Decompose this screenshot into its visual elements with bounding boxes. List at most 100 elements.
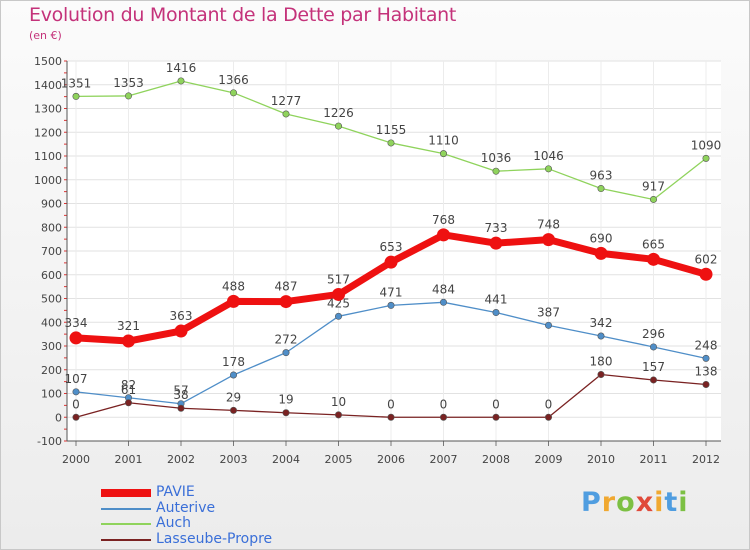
- data-label-lasseube-propre: 61: [121, 383, 136, 397]
- data-label-lasseube-propre: 0: [545, 397, 553, 411]
- data-label-lasseube-propre: 10: [331, 395, 346, 409]
- data-label-auterive: 387: [537, 305, 560, 319]
- y-tick-label: 900: [41, 198, 62, 211]
- y-tick-label: 0: [55, 411, 62, 424]
- legend-label: Auch: [156, 515, 192, 531]
- data-point-auterive: [492, 309, 500, 317]
- data-label-lasseube-propre: 29: [226, 390, 241, 404]
- legend-swatch: [101, 507, 151, 510]
- legend-label: Lasseube-Propre: [156, 530, 273, 547]
- x-tick-label: 2004: [272, 453, 300, 466]
- data-label-auch: 1226: [323, 106, 354, 120]
- data-label-auterive: 425: [327, 296, 350, 310]
- data-point-lasseube-propre: [334, 411, 342, 419]
- data-label-auterive: 107: [65, 372, 88, 386]
- data-point-auterive: [282, 349, 290, 357]
- data-point-auch: [597, 185, 605, 193]
- data-point-auch: [702, 154, 710, 162]
- data-point-pavie: [227, 294, 240, 308]
- data-point-auch: [72, 92, 80, 100]
- y-tick-label: 500: [41, 293, 62, 306]
- data-point-pavie: [122, 334, 135, 348]
- data-point-pavie: [699, 267, 713, 281]
- legend-swatch: [101, 489, 151, 497]
- data-label-pavie: 653: [380, 240, 403, 254]
- data-point-pavie: [542, 233, 555, 247]
- data-label-pavie: 748: [537, 218, 560, 232]
- x-tick-label: 2000: [62, 453, 90, 466]
- data-point-lasseube-propre: [439, 413, 447, 421]
- data-label-auterive: 296: [642, 327, 665, 341]
- legend-swatch: [101, 523, 151, 525]
- x-tick-label: 2005: [325, 453, 353, 466]
- data-label-pavie: 487: [275, 280, 298, 294]
- y-tick-label: 1400: [34, 79, 62, 92]
- x-tick-label: 2012: [692, 453, 720, 466]
- data-label-auch: 1155: [376, 123, 407, 137]
- data-point-pavie: [174, 324, 188, 338]
- x-tick-label: 2003: [220, 453, 248, 466]
- data-point-pavie: [437, 228, 450, 242]
- data-label-lasseube-propre: 0: [387, 397, 395, 411]
- data-point-auch: [282, 110, 290, 118]
- data-label-auterive: 342: [590, 316, 613, 330]
- data-point-auch: [125, 92, 133, 100]
- y-tick-label: 1200: [34, 126, 62, 139]
- data-label-auterive: 82: [121, 378, 136, 392]
- data-point-auterive: [387, 301, 395, 309]
- data-point-lasseube-propre: [387, 413, 395, 421]
- data-point-auterive: [334, 312, 342, 320]
- data-label-auch: 917: [642, 179, 665, 193]
- data-label-auch: 1277: [271, 94, 302, 108]
- data-point-pavie: [279, 295, 293, 309]
- logo-letter: x: [635, 487, 655, 518]
- data-point-pavie: [384, 255, 398, 269]
- logo-letter: P: [581, 487, 602, 518]
- data-label-auterive: 248: [695, 338, 718, 352]
- data-label-pavie: 334: [65, 316, 88, 330]
- proxiti-logo: Proxiti: [581, 487, 689, 518]
- data-label-auch: 1110: [428, 134, 459, 148]
- data-point-auch: [649, 195, 657, 203]
- data-label-auch: 1090: [691, 138, 722, 152]
- data-label-pavie: 321: [117, 319, 140, 333]
- data-label-auch: 1366: [218, 73, 249, 87]
- y-tick-label: -100: [37, 435, 62, 448]
- chart-title: Evolution du Montant de la Dette par Hab…: [29, 4, 457, 26]
- data-label-pavie: 602: [695, 252, 718, 266]
- data-label-lasseube-propre: 0: [72, 397, 80, 411]
- data-label-lasseube-propre: 138: [695, 364, 718, 378]
- y-tick-label: 1100: [34, 150, 62, 163]
- y-tick-label: 300: [41, 340, 62, 353]
- data-point-lasseube-propre: [597, 370, 605, 378]
- data-label-pavie: 690: [590, 231, 613, 245]
- data-point-lasseube-propre: [492, 413, 500, 421]
- data-label-pavie: 768: [432, 213, 455, 227]
- data-label-auch: 1046: [533, 149, 564, 163]
- x-tick-label: 2006: [377, 453, 405, 466]
- data-point-lasseube-propre: [544, 413, 552, 421]
- data-point-auterive: [544, 321, 552, 329]
- y-tick-label: 200: [41, 364, 62, 377]
- data-label-auterive: 57: [173, 384, 188, 398]
- logo-letter: o: [616, 487, 636, 518]
- logo-letter: t: [664, 487, 679, 518]
- data-point-lasseube-propre: [72, 413, 80, 421]
- data-point-lasseube-propre: [230, 406, 238, 414]
- data-point-pavie: [594, 246, 608, 260]
- data-label-pavie: 665: [642, 237, 665, 251]
- legend-label: PAVIE: [156, 484, 195, 500]
- logo-letter: i: [678, 487, 689, 518]
- x-tick-label: 2008: [482, 453, 510, 466]
- data-point-pavie: [332, 287, 345, 301]
- data-point-auterive: [702, 354, 710, 362]
- data-point-auterive: [439, 298, 447, 306]
- data-point-lasseube-propre: [177, 404, 185, 412]
- data-point-lasseube-propre: [702, 380, 710, 388]
- data-point-auch: [544, 165, 552, 173]
- data-point-lasseube-propre: [282, 409, 290, 417]
- y-tick-label: 600: [41, 269, 62, 282]
- data-point-auch: [387, 139, 395, 147]
- chart-subtitle: (en €): [29, 29, 62, 42]
